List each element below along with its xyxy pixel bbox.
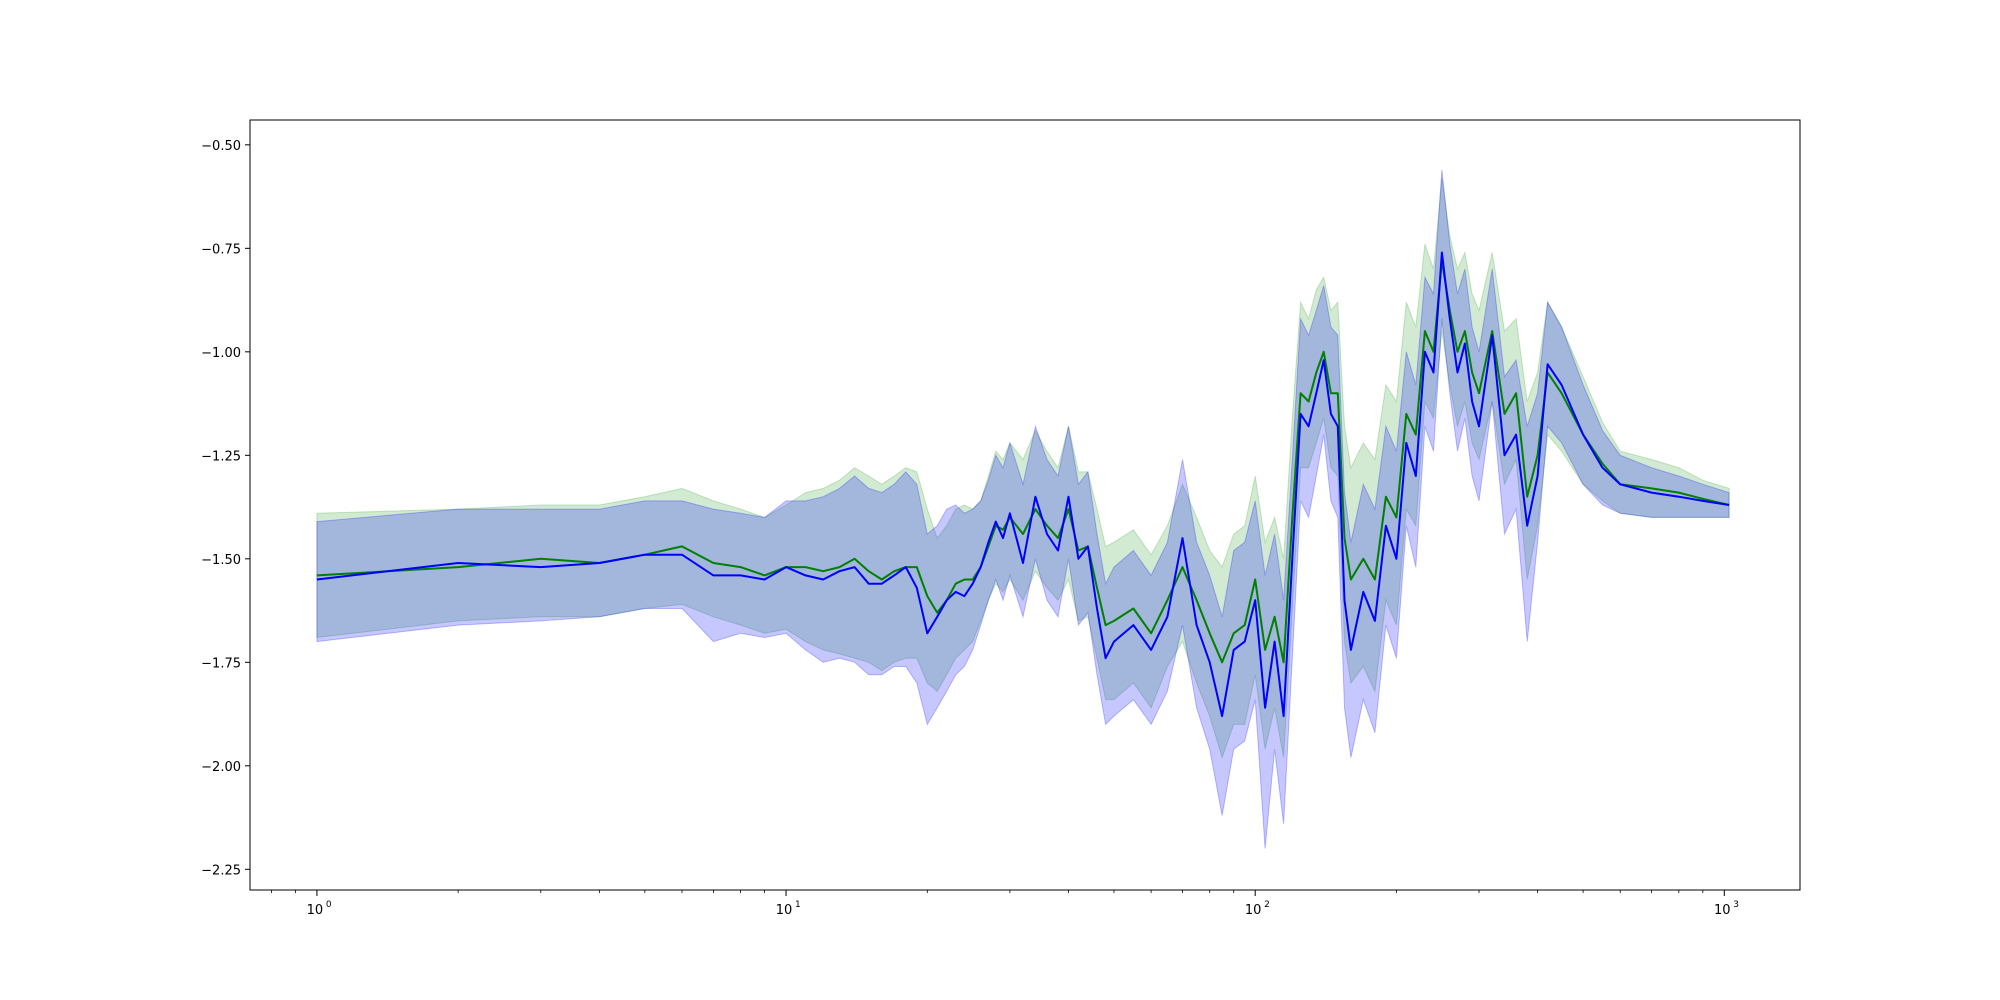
series-2-band [316, 169, 1730, 849]
series-2-line [316, 251, 1730, 718]
y-axis: −0.50 −0.75 −1.00 −1.25 −1.50 −1.75 −2.00 −2.25 [201, 139, 250, 878]
x-tick-exponent: 2 [1264, 900, 1270, 910]
y-tick-label: −0.75 [201, 242, 241, 257]
x-tick-label: 10 [776, 903, 793, 918]
y-tick-label: −0.50 [201, 139, 241, 154]
series-lines [316, 251, 1730, 718]
y-tick-label: −2.00 [201, 760, 241, 775]
y-tick-label: −1.75 [201, 656, 241, 671]
y-tick-label: −1.50 [201, 553, 241, 568]
y-tick-label: −1.00 [201, 346, 241, 361]
y-tick-label: −1.25 [201, 449, 241, 464]
x-tick-exponent: 3 [1733, 900, 1739, 910]
plot-frame [249, 119, 1801, 891]
x-tick-label: 10 [1714, 903, 1731, 918]
series-1-line [316, 259, 1730, 664]
y-tick-label: −2.25 [201, 863, 241, 878]
x-tick-label: 10 [1245, 903, 1262, 918]
x-tick-label: 10 [307, 903, 324, 918]
x-tick-exponent: 0 [326, 900, 332, 910]
x-tick-exponent: 1 [795, 900, 801, 910]
x-axis: 10 0 10 1 10 2 10 3 [271, 890, 1739, 918]
